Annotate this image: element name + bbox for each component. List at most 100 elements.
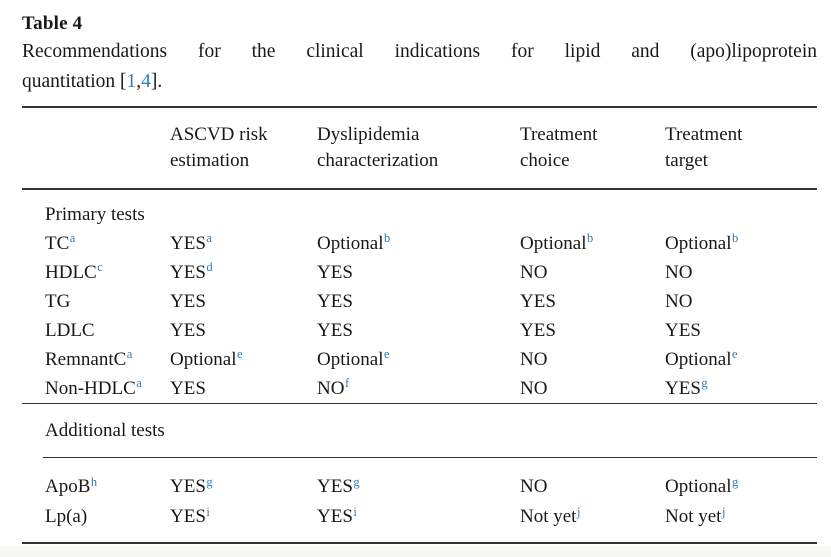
footnote-marker: j [576, 504, 581, 519]
table-cell: Optionale [170, 347, 243, 370]
header-line: Treatment [665, 124, 743, 145]
table-cell: NO [520, 348, 548, 370]
row-label: LDLC [45, 319, 95, 341]
citation-separator: , [136, 71, 142, 92]
citation-link-4[interactable]: 4 [141, 71, 151, 92]
recommendations-table: ASCVD risk estimation Dyslipidemia chara… [22, 106, 817, 544]
row-label: Lp(a) [45, 506, 88, 527]
table-cell: Optionalb [317, 231, 391, 254]
header-line: target [665, 150, 708, 171]
table-cell: Not yetj [520, 504, 581, 527]
caption-line-1: Recommendations for the clinical indicat… [22, 41, 817, 62]
table-cell: YESi [317, 504, 357, 527]
footnote-marker: b [384, 231, 391, 245]
table-cell: NO [520, 377, 548, 399]
table-cell: YESa [170, 231, 212, 254]
table-cell: YESi [170, 504, 210, 527]
header-line: Treatment [520, 124, 598, 145]
footnote-marker: f [344, 376, 350, 390]
section-label-additional-tests: Additional tests [43, 404, 817, 458]
table-row-apob: ApoBh YESg YESg NO Optionalg [22, 458, 817, 502]
table-cell: Optionalb [520, 231, 594, 254]
table-cell: Optionale [665, 347, 738, 370]
table-cell: YES [170, 290, 206, 312]
table-cell: YESg [665, 376, 708, 399]
section-additional-tests: Additional tests ApoBh YESg YESg NO Opti… [22, 403, 817, 544]
table-cell: YES [520, 290, 556, 312]
footnote-marker: a [126, 347, 133, 361]
header-line: characterization [317, 150, 439, 171]
table-caption: Recommendations for the clinical indicat… [22, 37, 817, 97]
footnote-marker: g [353, 474, 360, 489]
table-number-title: Table 4 [22, 13, 83, 34]
footnote-marker: e [384, 347, 390, 361]
section-label-primary-tests: Primary tests [45, 204, 145, 225]
footnote-marker: e [237, 347, 243, 361]
table-row-tc: TCa YESa Optionalb Optionalb Optionalb [22, 229, 817, 258]
footnote-marker: i [353, 504, 357, 519]
table-cell: YESd [170, 260, 213, 283]
caption-text-end: ]. [150, 71, 163, 92]
table-cell: NO [520, 476, 548, 497]
table-cell: YES [170, 377, 206, 399]
footnote-marker: d [206, 260, 213, 274]
footnote-marker: i [206, 504, 210, 519]
table-row-ldlc: LDLC YES YES YES YES [22, 316, 817, 345]
column-header-dyslipidemia-characterization: Dyslipidemia characterization [317, 107, 520, 189]
footnote-marker: c [97, 260, 103, 274]
column-header-treatment-choice: Treatment choice [520, 107, 665, 189]
table-cell: NO [665, 261, 693, 283]
row-label: HDLCc [45, 260, 103, 283]
citation-link-1[interactable]: 1 [126, 71, 137, 92]
table-cell: NOf [317, 376, 350, 399]
footnote-marker: a [69, 231, 76, 245]
footnote-marker: h [90, 474, 98, 489]
header-cell-empty [22, 107, 170, 189]
table-cell: Not yetj [665, 504, 726, 527]
footnote-marker: a [136, 376, 142, 390]
row-label: Non-HDLCa [45, 376, 142, 399]
footnote-marker: g [732, 474, 739, 489]
footnote-marker: j [721, 504, 726, 519]
footnote-marker: b [587, 231, 594, 245]
table-cell: YES [317, 290, 353, 312]
table-cell: YES [665, 319, 701, 341]
table-cell: Optionale [317, 347, 390, 370]
page-edge-strip [0, 546, 831, 557]
row-label: TCa [45, 231, 76, 254]
table-cell: NO [520, 261, 548, 283]
header-line: choice [520, 150, 570, 171]
table-cell: Optionalg [665, 474, 739, 497]
table-row-lpa: Lp(a) YESi YESi Not yetj Not yetj [22, 502, 817, 543]
table-row-hdlc: HDLCc YESd YES NO NO [22, 258, 817, 287]
table-cell: Optionalb [665, 231, 739, 254]
table-block: Table 4 Recommendations for the clinical… [22, 13, 817, 544]
header-row: ASCVD risk estimation Dyslipidemia chara… [22, 107, 817, 189]
column-header-treatment-target: Treatment target [665, 107, 817, 189]
table-row-remnantc: RemnantCa Optionale Optionale NO Optiona… [22, 345, 817, 374]
footnote-marker: g [206, 474, 213, 489]
caption-line-2: quantitation [1,4]. [22, 67, 817, 97]
footnote-marker: e [732, 347, 738, 361]
footnote-marker: g [701, 376, 708, 390]
section-label-row: Additional tests [22, 404, 817, 458]
table-cell: YESg [170, 474, 213, 497]
section-label-row: Primary tests [22, 189, 817, 229]
header-line: ASCVD risk [170, 124, 268, 145]
table-cell: YES [317, 319, 353, 341]
table-header: ASCVD risk estimation Dyslipidemia chara… [22, 107, 817, 189]
table-cell: YES [317, 261, 353, 283]
table-cell: NO [665, 290, 693, 312]
row-label: RemnantCa [45, 347, 133, 370]
footnote-marker: b [732, 231, 739, 245]
row-label: ApoBh [45, 474, 98, 497]
table-cell: YES [170, 319, 206, 341]
table-row-non-hdlc: Non-HDLCa YES NOf NO YESg [22, 374, 817, 404]
header-line: estimation [170, 150, 250, 171]
header-line: Dyslipidemia [317, 124, 420, 145]
caption-text: quantitation [ [22, 71, 127, 92]
table-cell: YESg [317, 474, 360, 497]
row-label: TG [45, 290, 71, 312]
footnote-marker: a [206, 231, 212, 245]
